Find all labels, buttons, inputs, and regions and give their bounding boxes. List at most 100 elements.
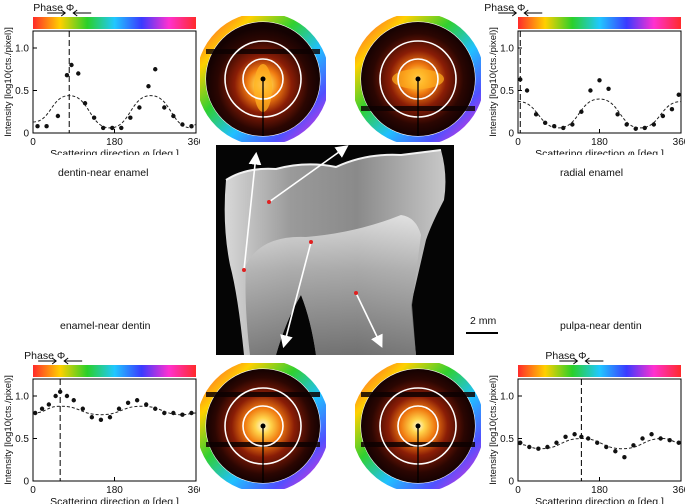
data-point <box>595 440 600 445</box>
data-point <box>631 443 636 448</box>
chart-enamel-near-dentin: Phase Φ 0 0.5 1.0 0 180 360 Scattering directio… <box>3 350 200 504</box>
x-tick-label: 360 <box>188 137 200 148</box>
data-point <box>189 124 194 129</box>
x-axis-label: Scattering direction φ [deg.] <box>50 496 179 504</box>
y-tick-label: 0 <box>23 129 29 140</box>
data-point <box>71 398 76 403</box>
phase-colorbar <box>518 365 681 377</box>
y-tick-label: 0.5 <box>15 86 29 97</box>
y-tick-label: 0 <box>508 477 514 488</box>
y-tick-label: 1.0 <box>15 392 29 403</box>
data-point <box>116 406 122 411</box>
x-tick-label: 360 <box>188 485 200 496</box>
data-point <box>137 105 142 110</box>
data-point <box>162 105 167 110</box>
y-axis-label: Intensity [log10(cts./pixel)] <box>488 27 499 137</box>
x-axis-label: Scattering direction φ [deg.] <box>50 148 179 155</box>
y-tick-label: 0.5 <box>15 434 29 445</box>
data-point <box>552 124 557 129</box>
data-point <box>76 71 81 76</box>
diffraction-pattern-top-right <box>355 16 481 142</box>
data-point <box>39 406 45 411</box>
data-point <box>527 444 532 450</box>
data-point <box>545 444 550 450</box>
label-pulpa-near-dentin: pulpa-near dentin <box>560 320 642 332</box>
x-tick-label: 0 <box>515 485 521 496</box>
plot-frame <box>32 378 197 482</box>
x-tick-label: 0 <box>30 485 36 496</box>
data-point <box>579 434 584 439</box>
data-point <box>542 120 548 126</box>
chart-dentin-near-enamel: Phase Φ 0 0.5 1.0 0 180 360 Scattering directio… <box>3 2 200 155</box>
data-point <box>153 406 158 411</box>
data-point <box>651 122 657 127</box>
chart-radial-enamel: Phase Φ 0 0.5 1.0 0 180 360 Scattering directio… <box>485 2 685 155</box>
data-point <box>613 449 618 454</box>
data-point <box>667 438 672 443</box>
chart-pulpa-near-dentin: Phase Φ 0 0.5 1.0 0 180 360 Scattering directio… <box>488 350 685 504</box>
data-point <box>80 406 86 411</box>
phase-colorbar <box>33 17 196 29</box>
data-point <box>604 444 609 450</box>
data-point <box>89 415 95 420</box>
fit-curve <box>517 437 682 450</box>
data-point <box>46 402 52 407</box>
data-point <box>642 125 647 131</box>
data-point <box>649 432 654 437</box>
chart-title: Phase Φ <box>24 350 65 362</box>
label-radial-enamel: radial enamel <box>560 167 624 179</box>
data-point <box>658 436 663 441</box>
data-point <box>107 415 113 420</box>
data-point <box>100 125 106 131</box>
x-axis-label: Scattering direction φ [deg.] <box>535 496 664 504</box>
x-tick-label: 360 <box>673 485 685 496</box>
data-point <box>128 115 133 120</box>
data-point <box>676 92 681 97</box>
y-tick-label: 0.5 <box>500 434 514 445</box>
phase-arrow-left <box>523 9 543 17</box>
data-point <box>624 122 629 127</box>
x-tick-label: 180 <box>106 137 123 148</box>
x-tick-label: 180 <box>106 485 123 496</box>
data-point <box>579 109 584 114</box>
data-point <box>633 126 638 131</box>
phase-arrow-right <box>47 9 67 17</box>
diffraction-pattern-bottom-left <box>200 363 326 489</box>
data-point <box>189 410 194 416</box>
y-axis-label: Intensity [log10(cts./pixel)] <box>488 375 499 485</box>
phase-arrow-right <box>38 357 58 365</box>
data-point <box>44 124 49 129</box>
data-point <box>669 107 675 112</box>
data-point <box>119 125 124 131</box>
x-tick-label: 360 <box>673 137 685 148</box>
data-point <box>524 88 530 93</box>
x-tick-label: 180 <box>591 485 608 496</box>
data-point <box>35 124 40 129</box>
data-point <box>110 125 115 131</box>
data-point <box>55 113 61 119</box>
data-point <box>606 86 611 92</box>
diffraction-pattern-bottom-right <box>355 363 481 489</box>
chart-title: Phase Φ <box>545 350 586 362</box>
data-point <box>69 62 74 68</box>
data-point <box>153 67 158 72</box>
y-tick-label: 1.0 <box>15 44 29 55</box>
data-point <box>180 122 185 127</box>
phase-arrow-left <box>72 9 92 17</box>
label-dentin-near-enamel: dentin-near enamel <box>58 167 149 179</box>
data-point <box>33 410 38 416</box>
data-point <box>536 446 541 451</box>
phase-colorbar <box>518 17 681 29</box>
data-point <box>64 73 70 78</box>
data-point <box>640 436 645 441</box>
data-point <box>615 112 620 117</box>
y-tick-label: 0 <box>23 477 29 488</box>
phase-colorbar <box>33 365 196 377</box>
plot-frame <box>517 378 682 482</box>
x-tick-label: 180 <box>591 137 608 148</box>
y-axis-label: Intensity [log10(cts./pixel)] <box>3 375 14 485</box>
x-tick-label: 0 <box>30 137 36 148</box>
y-tick-label: 0 <box>508 129 514 140</box>
data-point <box>53 393 58 399</box>
data-point <box>518 440 523 445</box>
